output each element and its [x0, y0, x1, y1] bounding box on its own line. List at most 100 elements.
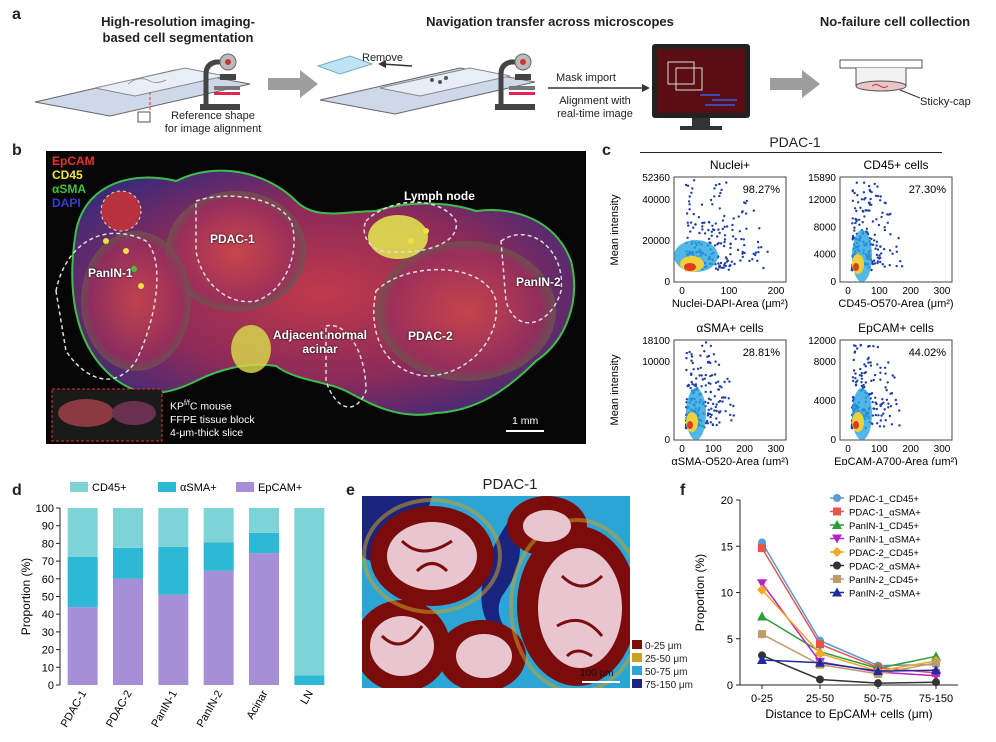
flow-point — [723, 241, 725, 243]
flow-point — [742, 256, 744, 258]
flow-point — [715, 417, 717, 419]
flow-point — [758, 227, 760, 229]
flow-point — [756, 260, 758, 262]
flow-point — [884, 229, 886, 231]
bar-PDAC-1-2 — [68, 508, 98, 557]
flow-point — [757, 251, 759, 253]
flow-point — [713, 353, 715, 355]
flow-point — [707, 229, 709, 231]
flow-point — [723, 267, 725, 269]
line-ylabel: Proportion (%) — [693, 554, 707, 631]
flow-point — [694, 223, 696, 225]
flow-point — [703, 350, 705, 352]
bar-ytick-6: 60 — [42, 574, 54, 586]
line-legend-label-7: PanIN-2_αSMA+ — [849, 589, 921, 600]
flow-point — [703, 222, 705, 224]
bar-PDAC-1-1 — [68, 557, 98, 607]
flow-point — [710, 421, 712, 423]
flow-point — [698, 216, 700, 218]
flow-point — [739, 230, 741, 232]
flow-point — [857, 201, 859, 203]
flow-point — [886, 389, 888, 391]
line-series-2 — [757, 612, 941, 673]
flow-point — [874, 374, 876, 376]
flow-point — [876, 185, 878, 187]
flow-point — [718, 411, 720, 413]
flow-point — [760, 246, 762, 248]
flow-point — [868, 357, 870, 359]
flow-point — [705, 374, 707, 376]
flow-ymax-3: 12000 — [808, 336, 836, 347]
flow-point — [855, 381, 857, 383]
flow-point — [856, 182, 858, 184]
flow-point — [728, 397, 730, 399]
flow-ytick-0-1: 20000 — [642, 236, 670, 247]
flow-point — [863, 386, 865, 388]
flow-point — [876, 363, 878, 365]
flow-point — [718, 195, 720, 197]
flow-point — [745, 212, 747, 214]
adjacent-line2: acinar — [260, 342, 380, 356]
flow-point — [870, 204, 872, 206]
flow-point — [743, 238, 745, 240]
flow-point — [687, 222, 689, 224]
bar-PanIN-2-1 — [204, 543, 234, 571]
flow-point — [898, 424, 900, 426]
flow-point — [854, 351, 856, 353]
bar-legend-label-0: CD45+ — [92, 482, 127, 494]
flow-point — [884, 372, 886, 374]
flow-xtick-1-0: 0 — [845, 286, 851, 297]
bar-PanIN-2-0 — [204, 571, 234, 685]
flow-point — [705, 391, 707, 393]
flow-point — [709, 416, 711, 418]
panel-e-scale: 100 μm — [580, 668, 614, 679]
bar-legend-swatch-1 — [158, 482, 176, 492]
flow-point — [719, 207, 721, 209]
flow-point — [690, 192, 692, 194]
flow-point — [722, 228, 724, 230]
flow-point — [711, 225, 713, 227]
flow-xtick-1-1: 100 — [871, 286, 888, 297]
flow-point — [708, 238, 710, 240]
flow-ymax-1: 15890 — [808, 173, 836, 184]
line-legend-marker-0 — [833, 494, 841, 502]
line-ytick-4: 20 — [721, 495, 733, 507]
flow-point — [685, 369, 687, 371]
flow-point — [872, 407, 874, 409]
bar-PanIN-1-1 — [158, 547, 188, 595]
tissue-info: KPf/fC mouse FFPE tissue block 4-μm-thic… — [170, 397, 255, 440]
flow-point — [852, 200, 854, 202]
flow-point — [724, 226, 726, 228]
bar-xlabel-3: PanIN-2 — [195, 689, 226, 730]
line-legend-label-5: PDAC-2_αSMA+ — [849, 562, 921, 573]
flow-point — [875, 218, 877, 220]
flow-point — [733, 414, 735, 416]
tissue-info-line2: FFPE tissue block — [170, 414, 255, 427]
flow-point — [688, 385, 690, 387]
tissue-info-line1: KPf/fC mouse — [170, 397, 255, 414]
flow-point — [874, 248, 876, 250]
flow-point — [753, 210, 755, 212]
flow-xtick-2-0: 0 — [679, 444, 685, 455]
bar-xlabel-5: LN — [299, 688, 316, 706]
flow-point — [687, 185, 689, 187]
flow-point — [724, 234, 726, 236]
flow-xtick-3-1: 100 — [871, 444, 888, 455]
flow-point — [881, 212, 883, 214]
line-ytick-3: 15 — [721, 541, 733, 553]
flow-point — [753, 253, 755, 255]
flow-xtick-0-1: 100 — [721, 286, 738, 297]
flow-xlabel-0: Nuclei-DAPI-Area (μm²) — [672, 298, 788, 310]
flow-point — [860, 381, 862, 383]
flow-point — [723, 245, 725, 247]
bar-PDAC-1-0 — [68, 607, 98, 685]
flow-point — [732, 235, 734, 237]
flow-point — [726, 225, 728, 227]
region-pdac2: PDAC-2 — [408, 329, 453, 343]
flow-point — [854, 377, 856, 379]
flow-xtick-3-0: 0 — [845, 444, 851, 455]
flow-point — [880, 419, 882, 421]
flow-point — [715, 184, 717, 186]
flow-point — [712, 423, 714, 425]
flow-point — [743, 252, 745, 254]
